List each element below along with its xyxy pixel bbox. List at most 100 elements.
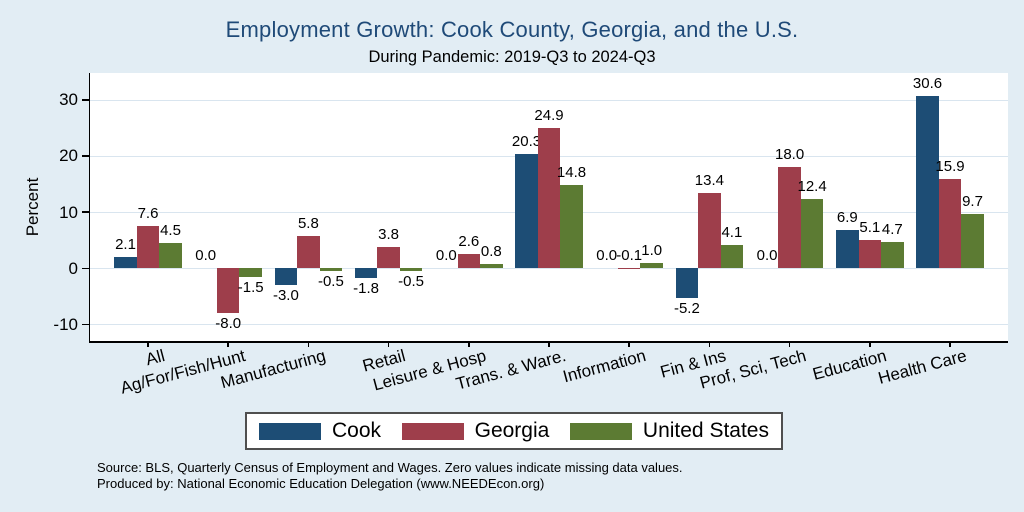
- bars-layer: 2.1 0.0 -3.0 -1.8 0.0 20.3 0.0 -5.2 0.0 6.9 30.6 7.…: [90, 73, 1008, 342]
- value-label: 0.8: [480, 242, 502, 260]
- chart-title: Employment Growth: Cook County, Georgia,…: [225, 17, 799, 42]
- x-tick-mark: [227, 342, 229, 347]
- legend-label-georgia: Georgia: [474, 419, 550, 442]
- value-label: -3.0: [272, 287, 299, 305]
- y-axis-line: [88, 73, 91, 342]
- value-label: 0.0: [195, 247, 217, 265]
- bar-cook: [675, 268, 699, 298]
- legend: Cook Georgia United States: [245, 412, 783, 450]
- bar-united-states: [961, 213, 984, 269]
- bar-cook: [274, 268, 298, 286]
- value-label: 5.1: [859, 218, 881, 236]
- legend-swatch-cook: [259, 422, 321, 440]
- value-label: 4.1: [721, 224, 743, 242]
- bar-georgia: [778, 167, 801, 269]
- x-tick-mark: [548, 342, 550, 347]
- value-label: 0.0: [596, 247, 618, 265]
- bar-united-states: [399, 268, 423, 272]
- y-tick-label: 30: [59, 90, 78, 110]
- value-label: 24.9: [534, 107, 564, 125]
- legend-entry-us: United States: [569, 419, 769, 443]
- gridline: [90, 324, 1008, 326]
- x-tick-mark: [708, 342, 711, 347]
- y-tick-label: 20: [59, 146, 78, 166]
- x-axis-line: [88, 341, 1008, 343]
- value-label: -0.1: [616, 247, 643, 265]
- bar-georgia: [938, 178, 962, 269]
- value-label: 2.1: [115, 235, 136, 253]
- bar-united-states: [720, 245, 744, 269]
- value-label: 0.0: [435, 247, 457, 265]
- y-tick-label: 10: [59, 202, 78, 222]
- x-tick-mark: [628, 342, 630, 347]
- value-label: 18.0: [774, 146, 805, 164]
- value-label: 4.7: [881, 220, 903, 238]
- bar-united-states: [239, 268, 262, 277]
- bar-georgia: [136, 225, 160, 269]
- bar-united-states: [560, 185, 583, 269]
- y-tick-mark: [82, 99, 89, 101]
- legend-entry-cook: Cook: [259, 419, 381, 443]
- value-label: 3.8: [378, 225, 400, 243]
- value-label: 20.3: [511, 133, 542, 151]
- x-axis-label: Information: [561, 346, 649, 387]
- value-label: 13.4: [694, 172, 724, 190]
- bar-cook: [916, 96, 939, 269]
- legend-entry-georgia: Georgia: [401, 419, 550, 443]
- x-tick-mark: [468, 342, 470, 347]
- value-label: -8.0: [215, 315, 242, 333]
- footnote-source: Source: BLS, Quarterly Census of Employm…: [97, 460, 683, 475]
- gridline: [90, 268, 1008, 270]
- value-label: -0.5: [317, 273, 344, 291]
- bar-united-states: [800, 198, 824, 269]
- bar-united-states: [480, 263, 503, 269]
- value-label: 6.9: [836, 208, 858, 226]
- bar-cook: [354, 268, 378, 279]
- x-tick-mark: [387, 342, 390, 347]
- x-tick-mark: [147, 342, 149, 347]
- y-tick-mark: [82, 155, 89, 157]
- y-tick-mark: [82, 211, 89, 213]
- bar-georgia: [297, 235, 320, 269]
- value-label: 9.7: [962, 192, 983, 210]
- bar-cook: [515, 154, 538, 269]
- bar-united-states: [640, 262, 663, 269]
- value-label: 5.8: [297, 214, 319, 232]
- footnote-producer: Produced by: National Economic Education…: [97, 476, 545, 491]
- value-label: 30.6: [912, 75, 943, 93]
- y-tick-label: -10: [53, 314, 78, 334]
- value-label: 7.6: [137, 204, 159, 222]
- footnotes: Source: BLS, Quarterly Census of Employm…: [97, 460, 683, 492]
- x-tick-mark: [949, 342, 951, 347]
- value-label: 12.4: [797, 177, 827, 195]
- value-label: 15.9: [935, 157, 965, 175]
- x-tick-mark: [788, 342, 791, 347]
- value-label: 14.8: [556, 164, 587, 182]
- bar-georgia: [457, 253, 481, 269]
- x-tick-mark: [869, 342, 871, 347]
- bar-cook: [114, 256, 137, 269]
- bar-united-states: [319, 268, 343, 272]
- legend-swatch-georgia: [401, 422, 464, 440]
- bar-united-states: [159, 243, 182, 269]
- bar-united-states: [881, 241, 904, 269]
- value-label: -1.8: [353, 280, 380, 298]
- value-label: 4.5: [160, 222, 181, 240]
- x-axis-label: Education: [810, 346, 889, 384]
- value-label: 1.0: [641, 241, 663, 259]
- bar-cook: [836, 229, 859, 269]
- gridline: [90, 99, 1008, 101]
- bar-georgia: [698, 193, 721, 269]
- bar-georgia: [858, 239, 882, 269]
- legend-label-cook: Cook: [332, 419, 382, 442]
- legend-swatch-us: [569, 422, 632, 440]
- value-label: 0.0: [756, 247, 778, 265]
- bar-georgia: [216, 268, 240, 314]
- value-label: -5.2: [673, 299, 700, 317]
- bar-georgia: [617, 268, 641, 270]
- x-axis-label: Health Care: [876, 346, 969, 388]
- legend-label-us: United States: [642, 419, 769, 442]
- value-label: -1.5: [237, 278, 264, 296]
- y-tick-mark: [82, 267, 89, 270]
- bar-georgia: [537, 128, 561, 269]
